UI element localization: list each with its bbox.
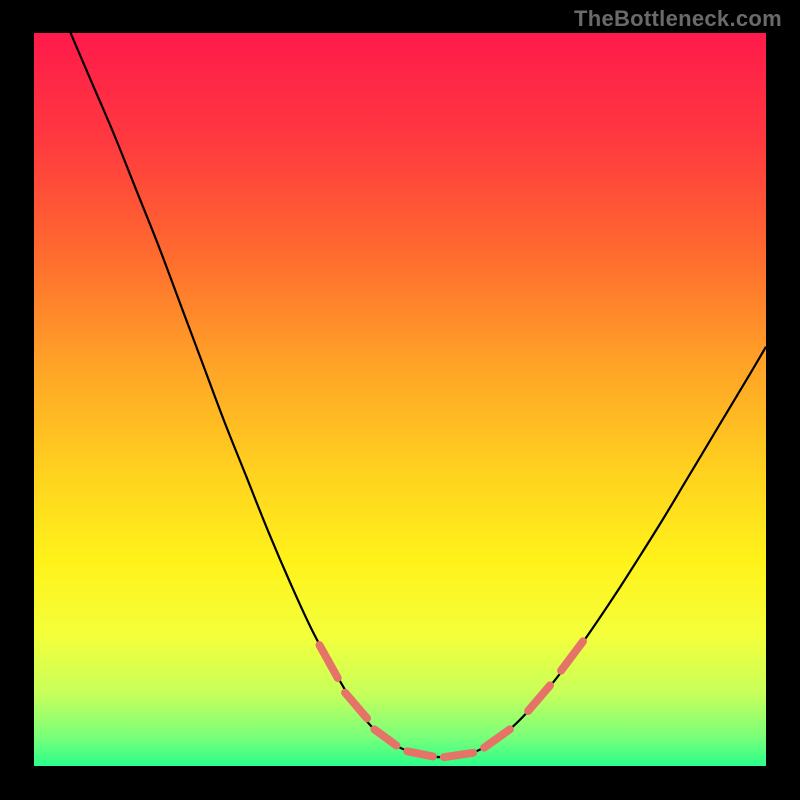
bottleneck-chart — [34, 33, 766, 766]
highlight-segment — [444, 753, 473, 757]
chart-svg — [34, 33, 766, 766]
chart-background — [34, 33, 766, 766]
watermark-text: TheBottleneck.com — [574, 6, 782, 32]
highlight-segment — [407, 751, 433, 756]
